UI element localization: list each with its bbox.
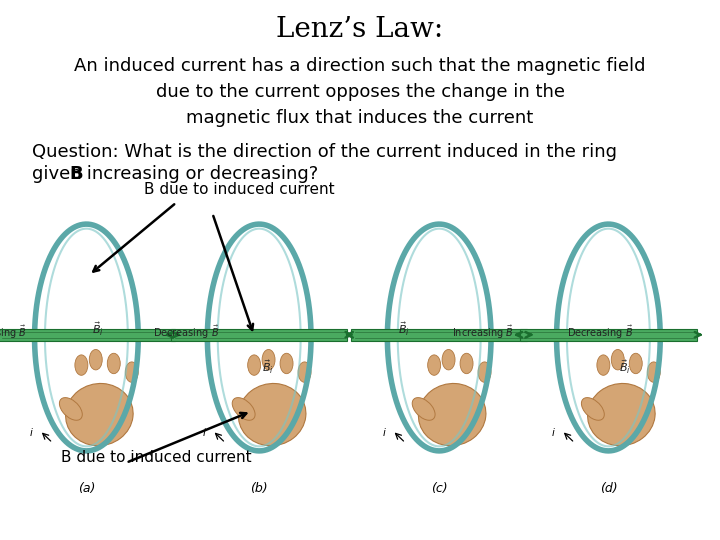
FancyBboxPatch shape <box>351 329 527 341</box>
Ellipse shape <box>107 353 120 374</box>
Text: due to the current opposes the change in the: due to the current opposes the change in… <box>156 83 564 100</box>
Text: (c): (c) <box>431 482 448 495</box>
Text: $i$: $i$ <box>202 426 207 438</box>
Text: increasing or decreasing?: increasing or decreasing? <box>81 165 319 183</box>
Text: $\vec{B}_i$: $\vec{B}_i$ <box>262 359 274 376</box>
Ellipse shape <box>647 362 660 382</box>
Ellipse shape <box>588 383 655 446</box>
Text: Question: What is the direction of the current induced in the ring: Question: What is the direction of the c… <box>32 143 618 161</box>
Text: Lenz’s Law:: Lenz’s Law: <box>276 16 444 43</box>
Text: (a): (a) <box>78 482 95 495</box>
Ellipse shape <box>233 397 255 420</box>
Ellipse shape <box>125 362 138 382</box>
Text: $i$: $i$ <box>30 426 35 438</box>
Ellipse shape <box>597 355 610 375</box>
Text: Increasing $\vec{B}$: Increasing $\vec{B}$ <box>452 323 514 341</box>
Ellipse shape <box>238 383 306 446</box>
Ellipse shape <box>413 397 435 420</box>
Text: Increasing $\vec{B}$: Increasing $\vec{B}$ <box>0 323 27 341</box>
FancyBboxPatch shape <box>171 329 347 341</box>
Text: An induced current has a direction such that the magnetic field: An induced current has a direction such … <box>74 57 646 75</box>
Ellipse shape <box>89 349 102 370</box>
Ellipse shape <box>442 349 455 370</box>
Ellipse shape <box>428 355 441 375</box>
Text: Decreasing $\vec{B}$: Decreasing $\vec{B}$ <box>567 323 633 341</box>
FancyBboxPatch shape <box>0 329 174 341</box>
Ellipse shape <box>582 397 604 420</box>
Ellipse shape <box>298 362 311 382</box>
Ellipse shape <box>75 355 88 375</box>
Text: $\vec{B}_i$: $\vec{B}_i$ <box>618 359 631 376</box>
Ellipse shape <box>611 349 624 370</box>
FancyBboxPatch shape <box>521 329 696 341</box>
Text: given: given <box>32 165 88 183</box>
Text: B due to induced current: B due to induced current <box>61 450 252 465</box>
Ellipse shape <box>248 355 261 375</box>
Text: B: B <box>70 165 84 183</box>
Ellipse shape <box>478 362 491 382</box>
Text: (d): (d) <box>600 482 617 495</box>
Ellipse shape <box>460 353 473 374</box>
Text: B due to induced current: B due to induced current <box>144 182 335 197</box>
Ellipse shape <box>280 353 293 374</box>
Ellipse shape <box>60 397 82 420</box>
Ellipse shape <box>418 383 486 446</box>
Ellipse shape <box>629 353 642 374</box>
Ellipse shape <box>262 349 275 370</box>
Text: magnetic flux that induces the current: magnetic flux that induces the current <box>186 109 534 126</box>
Ellipse shape <box>66 383 133 446</box>
Text: (b): (b) <box>251 482 268 495</box>
Text: Decreasing $\vec{B}$: Decreasing $\vec{B}$ <box>153 323 219 341</box>
Text: $i$: $i$ <box>552 426 557 438</box>
Text: $\vec{B}_i$: $\vec{B}_i$ <box>397 321 410 338</box>
Text: $\vec{B}_i$: $\vec{B}_i$ <box>91 321 104 338</box>
Text: $i$: $i$ <box>382 426 387 438</box>
